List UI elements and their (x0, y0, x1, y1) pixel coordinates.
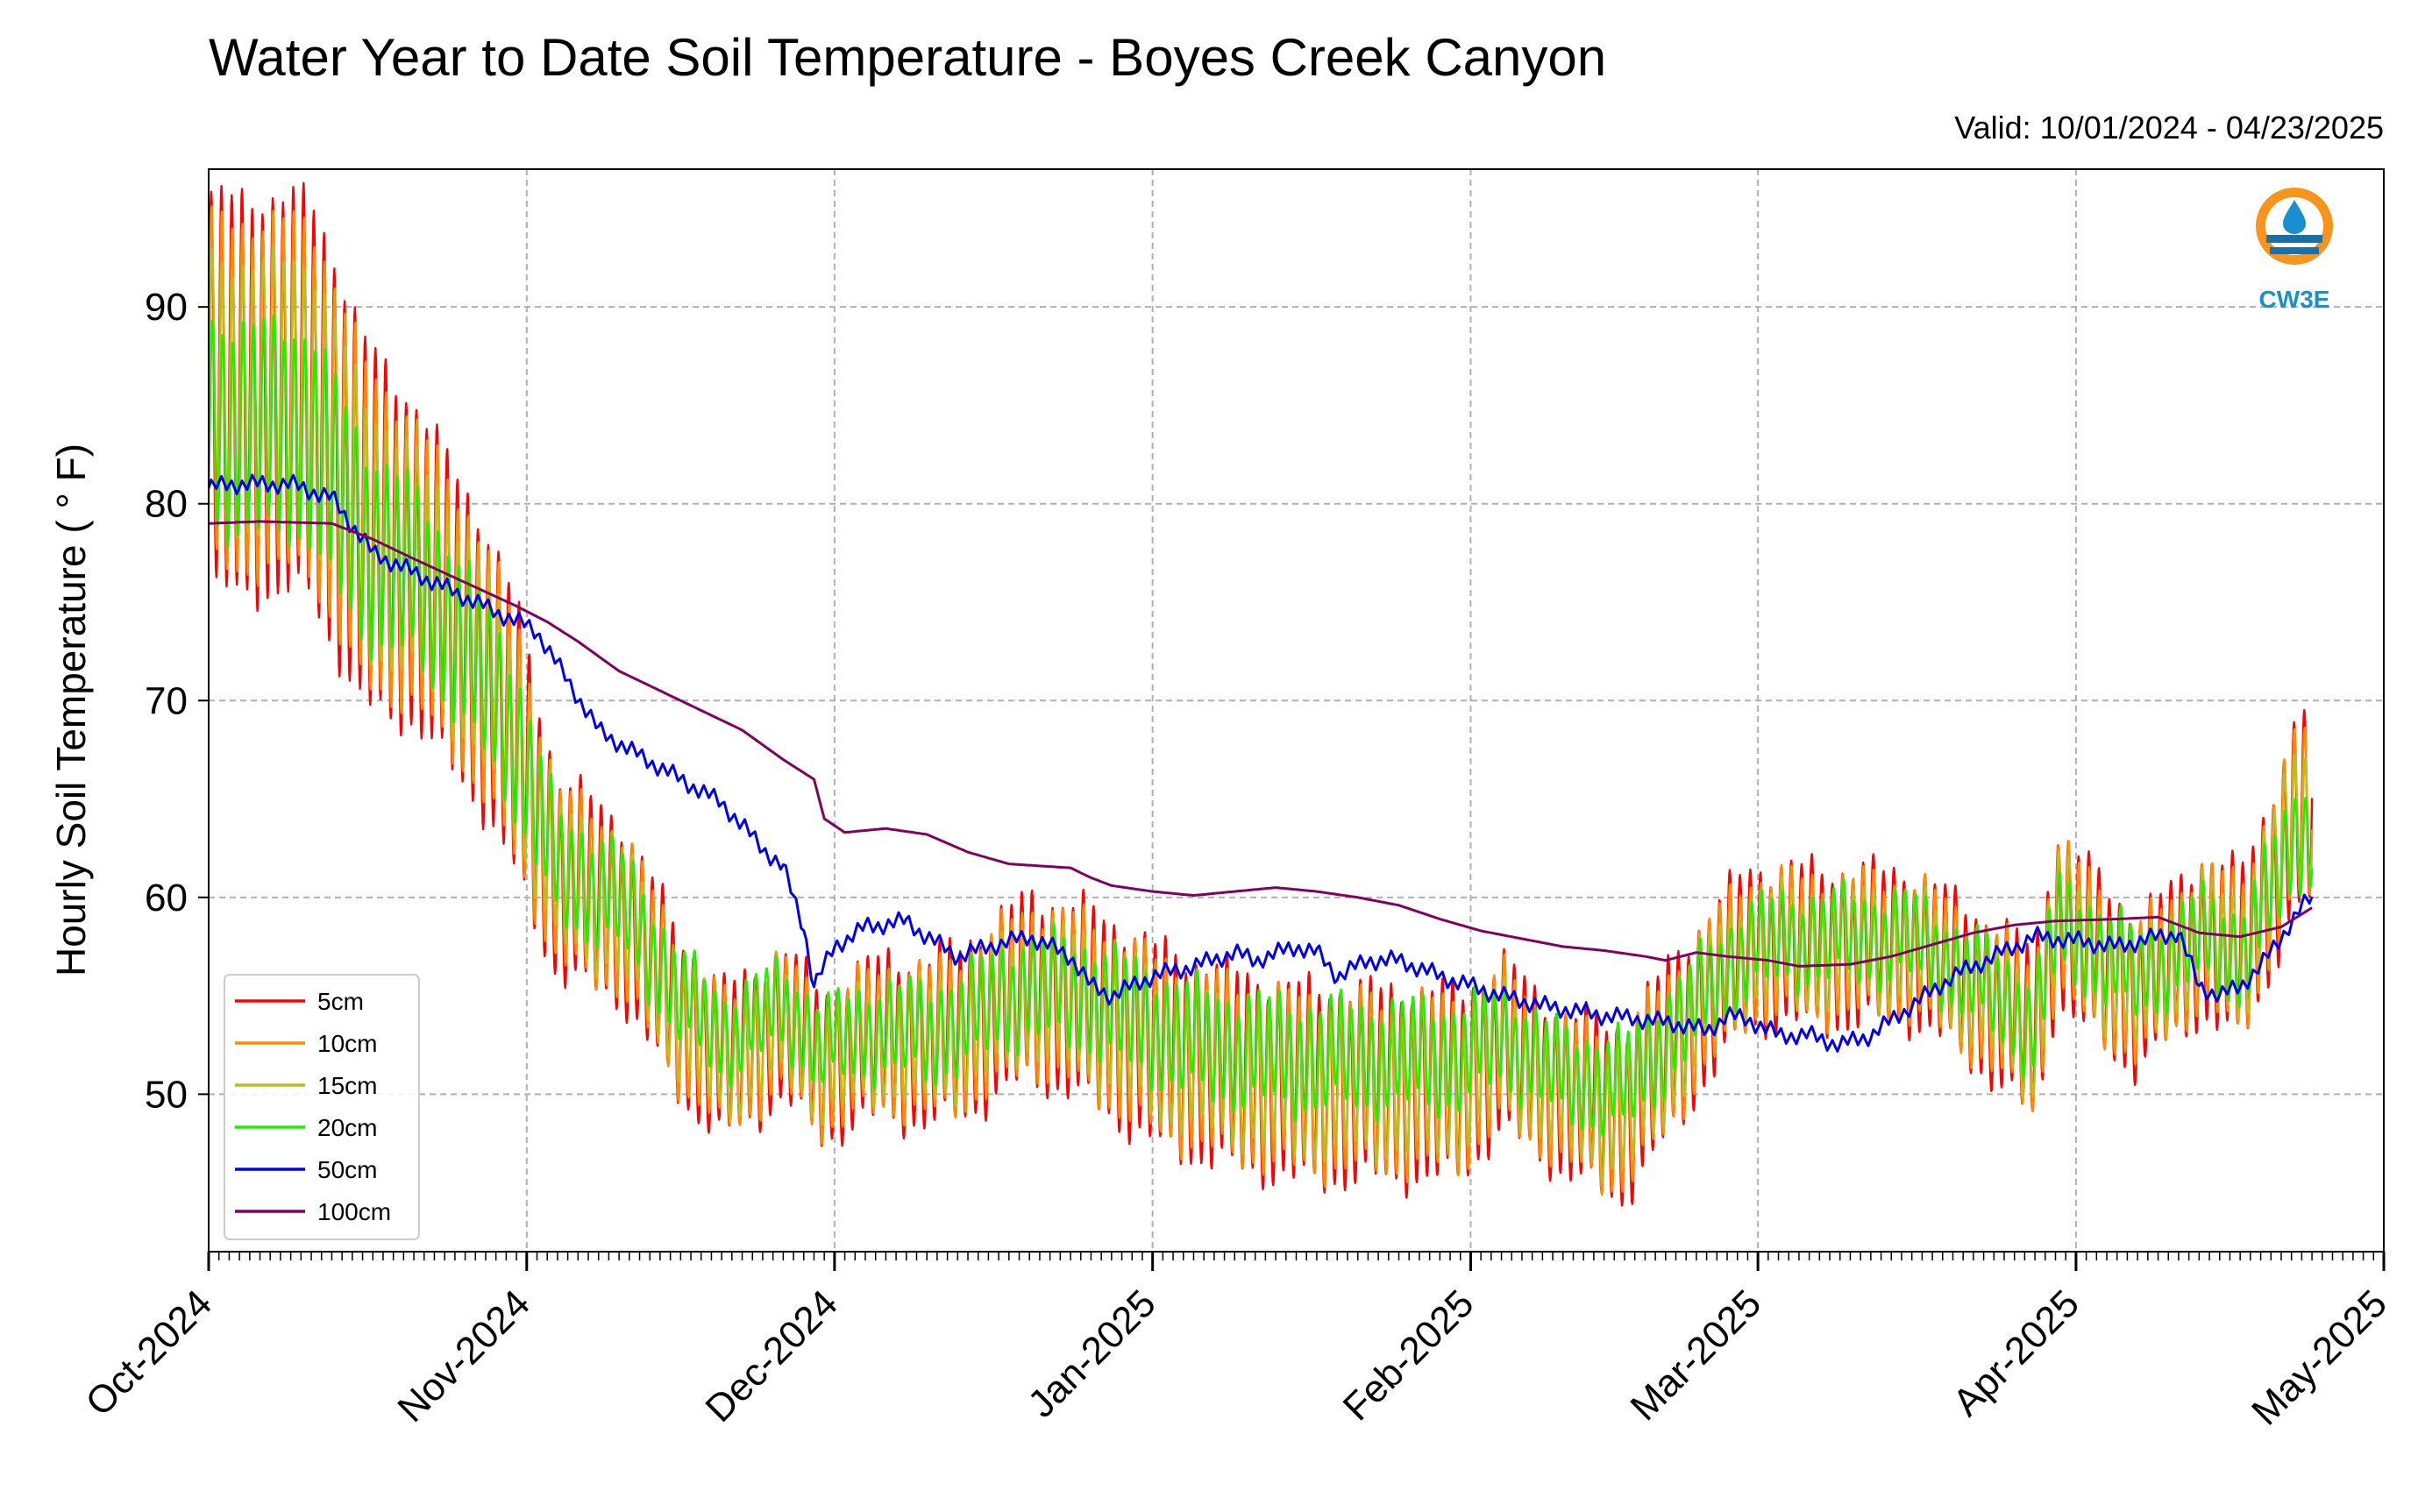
logo-wave-band-2 (2270, 247, 2319, 254)
logo-wave-band-1 (2266, 235, 2322, 243)
series-line-20cm (209, 314, 2314, 1138)
legend-label-20cm: 20cm (317, 1114, 377, 1141)
x-tick-label: Oct-2024 (77, 1281, 220, 1424)
legend: 5cm 10cm 15cm 20cm 50cm 100cm (224, 974, 420, 1240)
x-tick-label: Apr-2025 (1945, 1281, 2087, 1424)
chart-subtitle: Valid: 10/01/2024 - 04/23/2025 (1954, 110, 2384, 146)
series-line-15cm (209, 243, 2314, 1184)
legend-label-100cm: 100cm (317, 1198, 391, 1225)
chart-title: Water Year to Date Soil Temperature - Bo… (209, 28, 1606, 87)
x-tick-label: Mar-2025 (1622, 1281, 1769, 1429)
water-drop-icon (2283, 200, 2306, 234)
series-line-50cm (209, 473, 2314, 1053)
x-tick-label: Dec-2024 (697, 1281, 846, 1430)
legend-label-10cm: 10cm (317, 1030, 377, 1057)
y-tick-label: 60 (145, 877, 188, 919)
series-layer (209, 181, 2314, 1207)
y-axis-label: Hourly Soil Temperature ( ° F) (48, 444, 94, 976)
y-tick-label: 50 (145, 1073, 188, 1116)
legend-label-50cm: 50cm (317, 1156, 377, 1183)
x-tick-label: Feb-2025 (1335, 1281, 1483, 1429)
legend-label-5cm: 5cm (317, 988, 364, 1015)
y-tick-label: 70 (145, 679, 188, 722)
cw3e-logo: CW3E (2256, 188, 2333, 313)
legend-label-15cm: 15cm (317, 1072, 377, 1099)
y-tick-label: 90 (145, 286, 188, 329)
x-tick-label: May-2025 (2244, 1281, 2395, 1433)
x-tick-label: Nov-2024 (389, 1281, 538, 1430)
y-tick-label: 80 (145, 483, 188, 526)
legend-box (224, 974, 420, 1240)
x-tick-label: Jan-2025 (1020, 1281, 1163, 1425)
series-line-100cm (209, 520, 2313, 968)
logo-text: CW3E (2259, 286, 2330, 313)
